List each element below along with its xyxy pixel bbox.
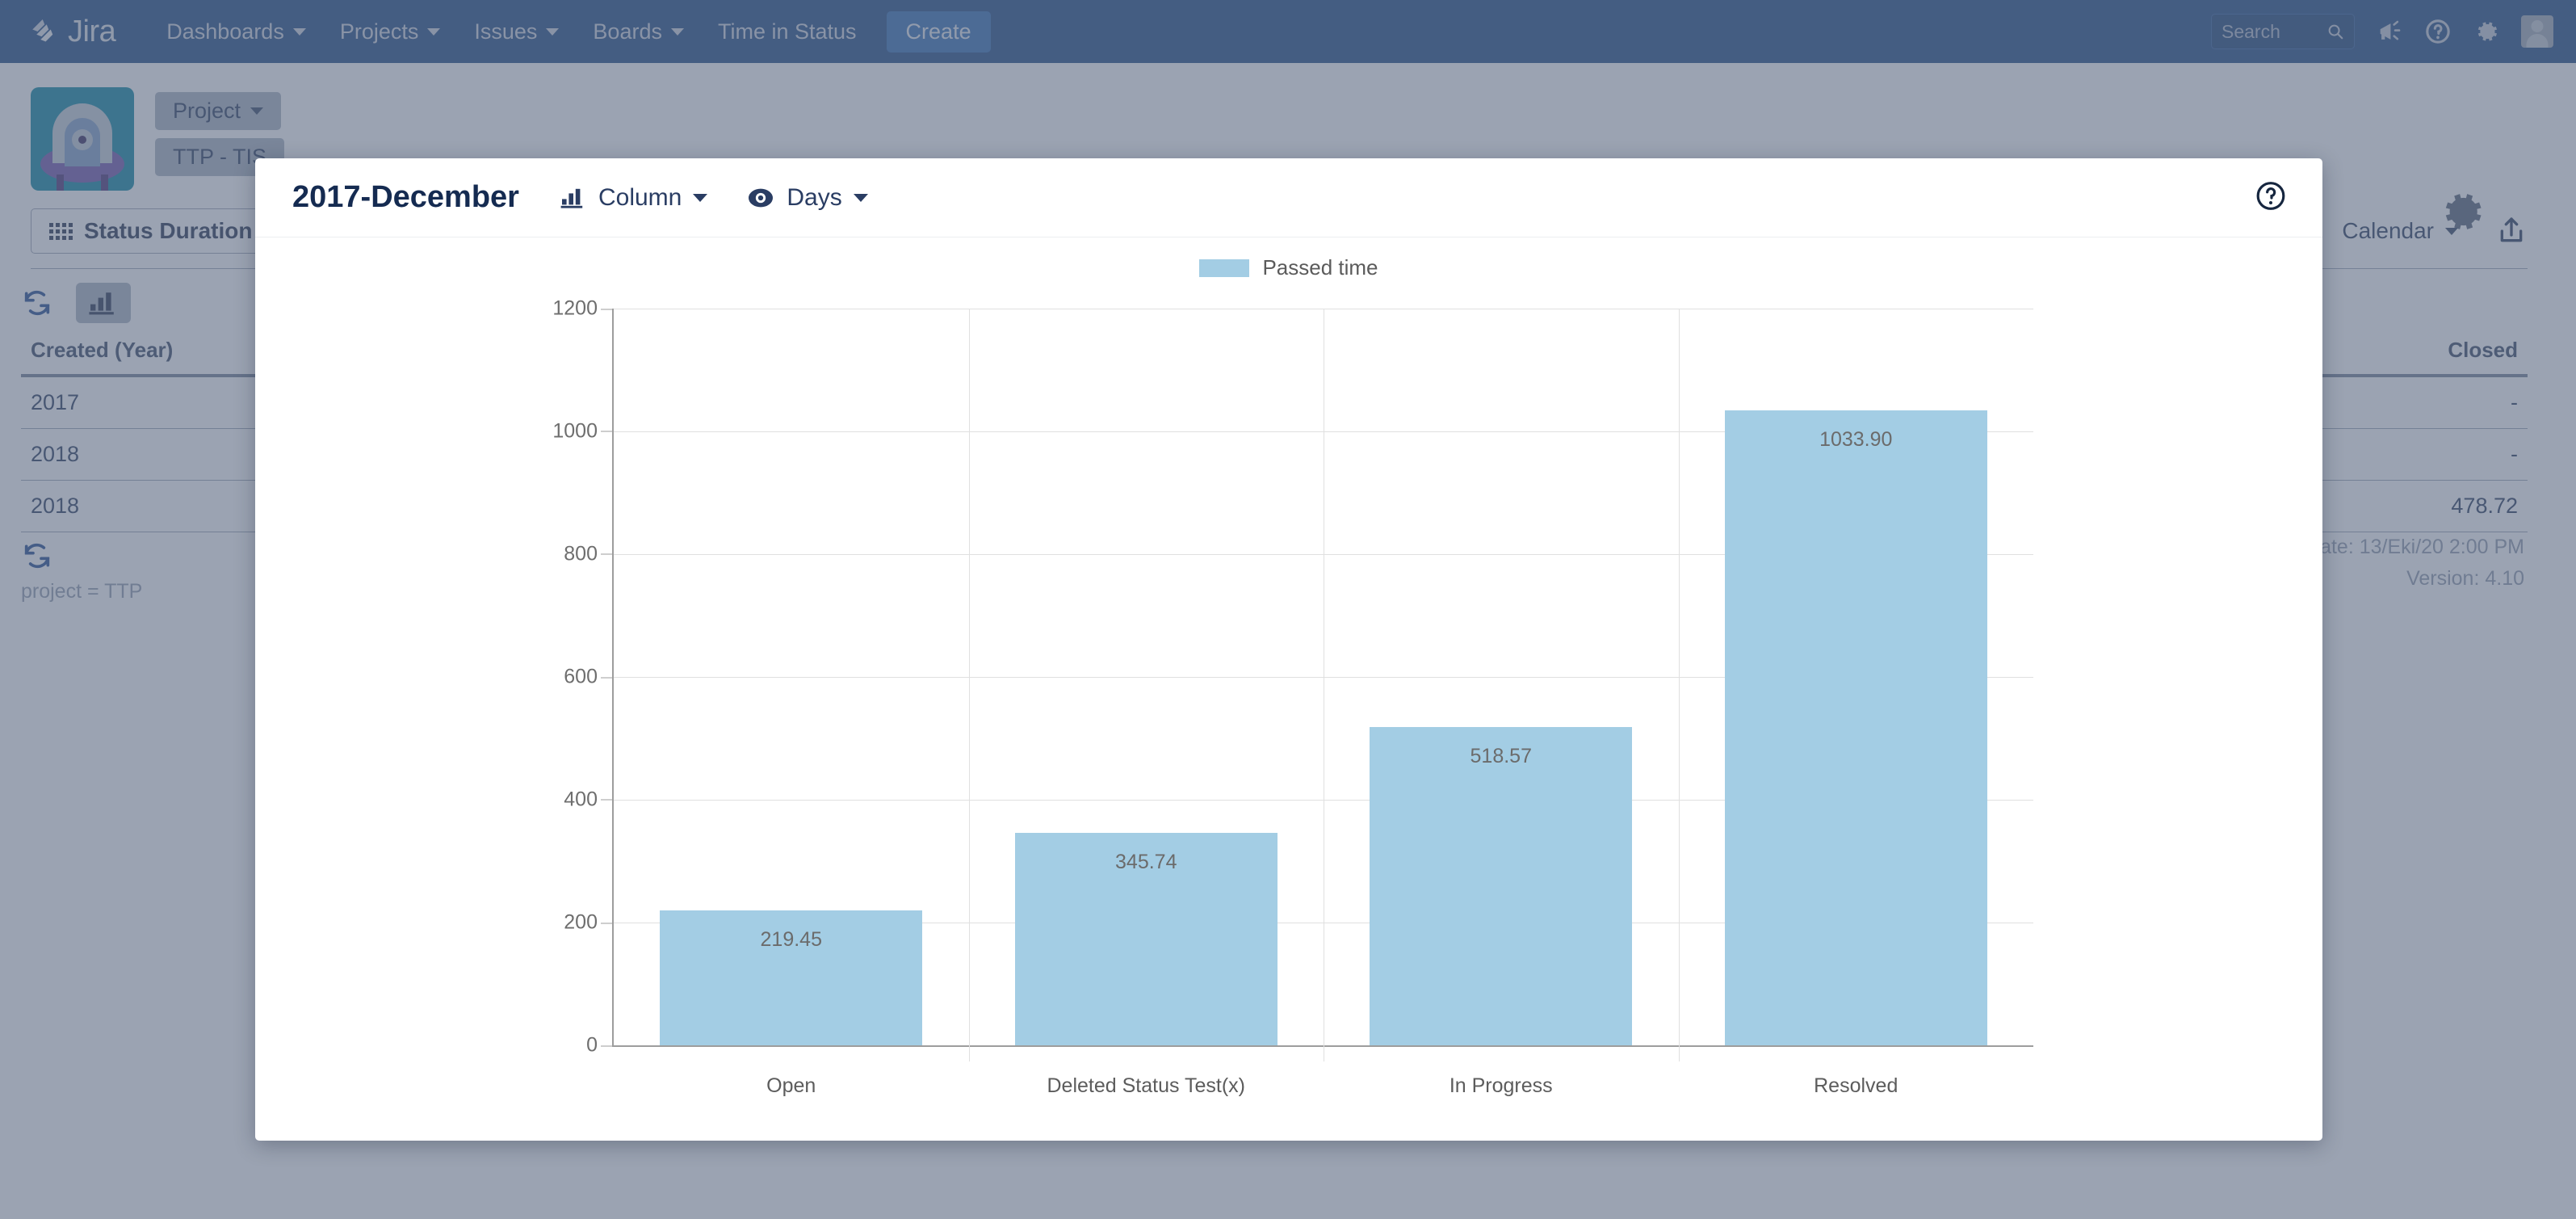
chart-bar-group: 345.74 Deleted Status Test(x) bbox=[969, 309, 1324, 1097]
modal-body: Passed time 0 200 400 600 800 1000 1200 219.45… bbox=[255, 237, 2322, 1141]
chart-bar[interactable]: 219.45 bbox=[660, 910, 923, 1045]
help-button[interactable] bbox=[2255, 179, 2287, 216]
time-unit-dropdown[interactable]: Days bbox=[746, 183, 868, 212]
legend-color-swatch bbox=[1199, 259, 1250, 277]
chevron-down-icon bbox=[693, 193, 708, 202]
chart-bar[interactable]: 518.57 bbox=[1370, 726, 1633, 1045]
chart-bar-value-label: 345.74 bbox=[1115, 851, 1177, 874]
chart-bar-group: 518.57 In Progress bbox=[1324, 309, 1679, 1097]
chart-type-label: Column bbox=[598, 183, 682, 211]
bar-chart-icon bbox=[560, 188, 583, 208]
time-unit-label: Days bbox=[787, 183, 842, 211]
chart-category-separator bbox=[1678, 309, 1680, 1061]
chart-type-dropdown[interactable]: Column bbox=[560, 183, 708, 212]
y-axis-tick-label: 400 bbox=[564, 788, 614, 811]
y-axis-tick-label: 1000 bbox=[552, 419, 614, 443]
chart-plot-region: 0 200 400 600 800 1000 1200 219.45 Open 345.74 De… bbox=[552, 297, 2034, 1097]
help-circle-icon bbox=[2256, 181, 2285, 210]
chart-bar-group: 1033.90 Resolved bbox=[1679, 309, 2034, 1097]
chart-bar[interactable]: 1033.90 bbox=[1724, 410, 1987, 1045]
y-axis-tick-label: 1200 bbox=[552, 297, 614, 321]
chart-modal-dialog: 2017-December Column Days bbox=[255, 158, 2322, 1141]
eye-icon bbox=[749, 188, 774, 207]
chart-bar-group: 219.45 Open bbox=[614, 309, 969, 1097]
chart-legend: Passed time bbox=[255, 255, 2322, 280]
chart-category-separator bbox=[968, 309, 970, 1061]
chevron-down-icon bbox=[853, 193, 868, 202]
chart-bar-value-label: 518.57 bbox=[1470, 744, 1532, 767]
y-axis-tick-label: 200 bbox=[564, 911, 614, 935]
modal-header: 2017-December Column Days bbox=[255, 158, 2322, 237]
y-axis-tick-label: 600 bbox=[564, 666, 614, 689]
chart-bar-value-label: 1033.90 bbox=[1819, 428, 1893, 452]
x-axis-category-label: Deleted Status Test(x) bbox=[1047, 1074, 1245, 1097]
legend-label: Passed time bbox=[1262, 255, 1378, 280]
x-axis-category-label: In Progress bbox=[1449, 1074, 1553, 1097]
y-axis-tick-label: 800 bbox=[564, 542, 614, 565]
y-axis-tick-label: 0 bbox=[586, 1034, 614, 1057]
modal-title: 2017-December bbox=[292, 180, 519, 214]
chart-bar-value-label: 219.45 bbox=[760, 928, 822, 952]
chart-bars: 219.45 Open 345.74 Deleted Status Test(x) 51… bbox=[614, 309, 2034, 1097]
chart-area: 0 200 400 600 800 1000 1200 219.45 Open 345.74 De… bbox=[255, 288, 2322, 1141]
x-axis-category-label: Open bbox=[766, 1074, 816, 1097]
x-axis-category-label: Resolved bbox=[1814, 1074, 1898, 1097]
chart-bar[interactable]: 345.74 bbox=[1014, 833, 1278, 1045]
